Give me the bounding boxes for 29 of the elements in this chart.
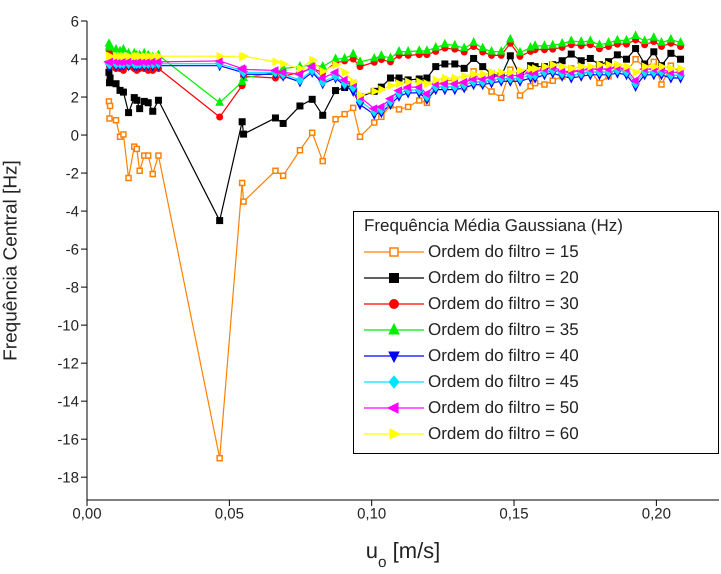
legend-label: Ordem do filtro = 30 [428, 294, 579, 314]
y-tick-label: -2 [66, 165, 79, 182]
x-tick-label: 0,05 [214, 506, 244, 523]
y-tick-label: -4 [66, 203, 79, 220]
x-axis-title: u$_{o}$ [m/s] [366, 538, 440, 570]
x-tick-label: 0,15 [499, 506, 529, 523]
y-axis-title: Frequência Central [Hz] [0, 160, 22, 361]
y-tick-label: -16 [57, 432, 79, 448]
y-tick-label: -10 [57, 317, 79, 334]
y-tick-label: 6 [70, 13, 79, 30]
legend-label: Ordem do filtro = 40 [428, 346, 579, 366]
legend-label: Ordem do filtro = 60 [428, 424, 579, 444]
y-tick-label: 0 [70, 127, 79, 144]
legend-label: Ordem do filtro = 20 [428, 268, 579, 288]
y-tick-label: 2 [70, 89, 79, 106]
legend-title: Frequência Média Gaussiana (Hz) [364, 216, 624, 236]
legend-label: Ordem do filtro = 45 [428, 372, 579, 392]
x-tick-label: 0,10 [357, 506, 386, 523]
y-tick-label: -8 [66, 279, 79, 296]
y-tick-label: -6 [66, 241, 79, 258]
y-tick-label: 4 [70, 51, 79, 68]
y-tick-label: -18 [57, 470, 79, 487]
y-tick-label: -12 [57, 355, 79, 372]
legend-label: Ordem do filtro = 50 [428, 398, 579, 418]
y-tick-label: -14 [57, 393, 79, 410]
x-tick-label: 0,00 [72, 506, 102, 523]
legend-label: Ordem do filtro = 35 [428, 320, 579, 340]
x-tick-label: 0,20 [642, 506, 671, 523]
legend-label: Ordem do filtro = 15 [428, 242, 579, 262]
